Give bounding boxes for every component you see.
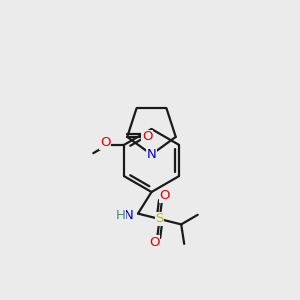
Text: S: S [155,212,164,226]
Text: H: H [116,208,125,222]
Text: N: N [147,148,156,161]
Text: O: O [100,136,111,149]
Text: O: O [149,236,160,249]
Text: N: N [124,208,134,222]
Text: O: O [142,130,153,143]
Text: O: O [160,189,170,203]
